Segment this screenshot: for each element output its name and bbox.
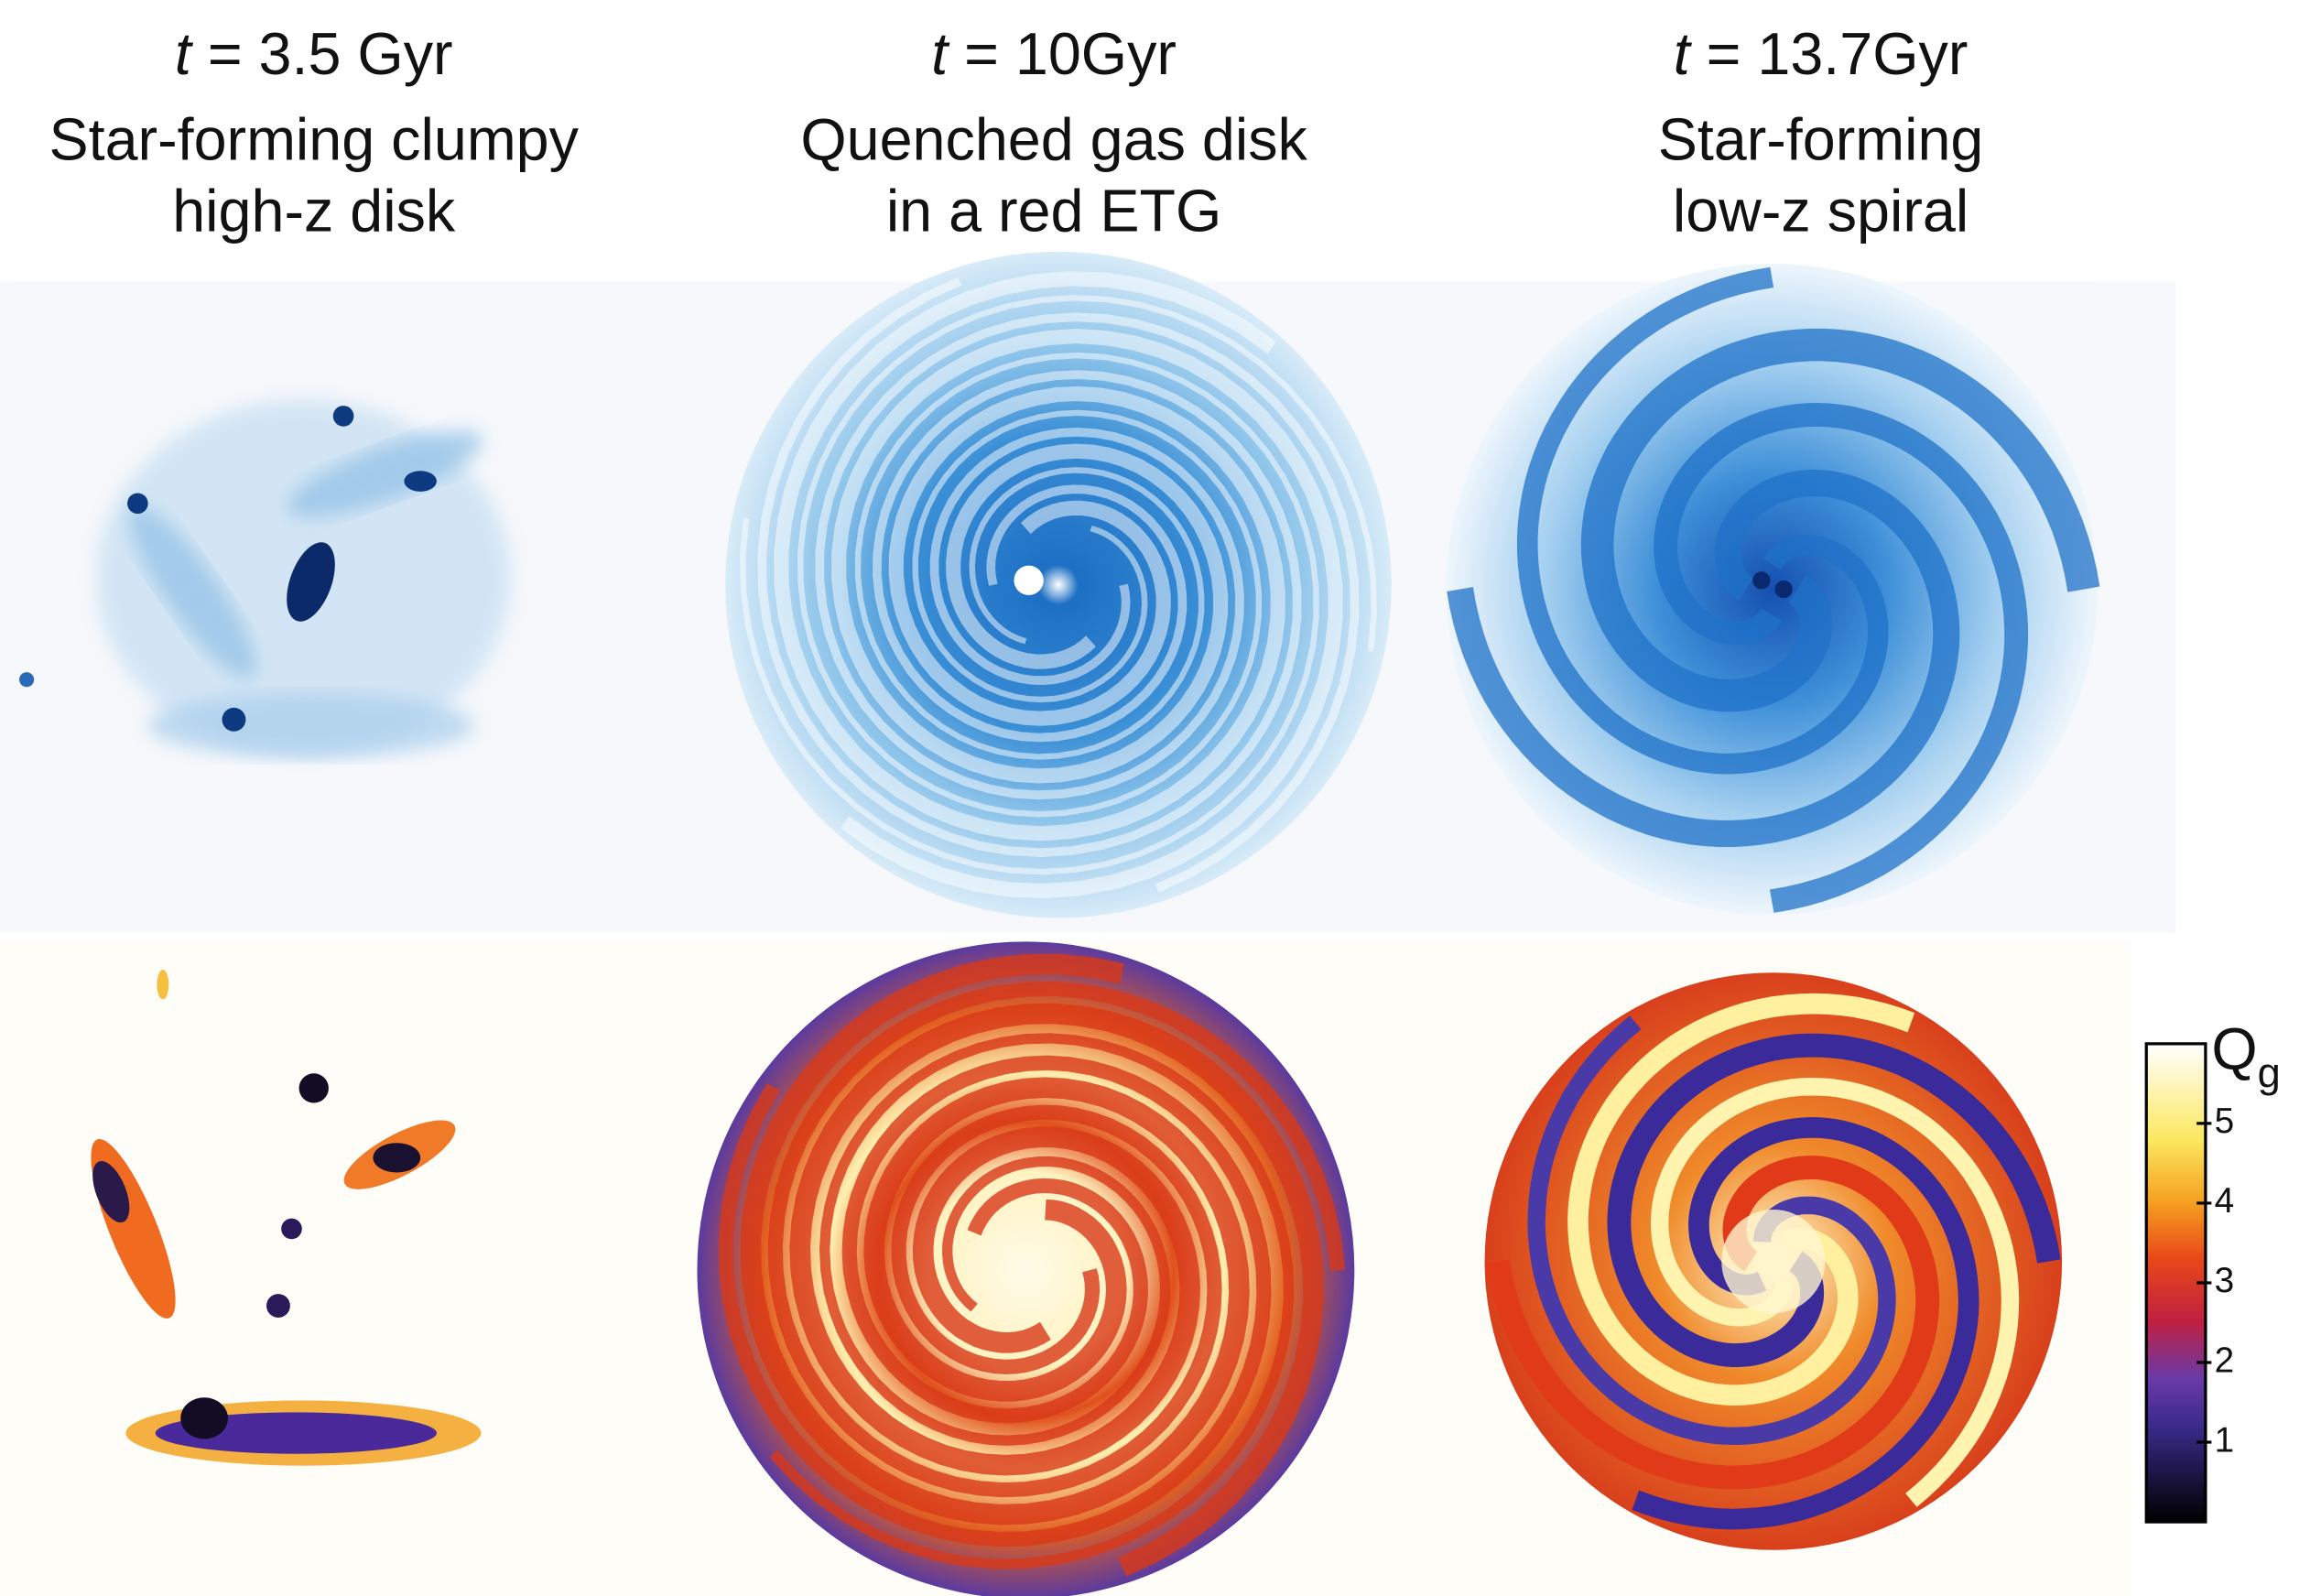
spiral-arm [740,953,1250,1525]
spiral-arm [1486,1156,1940,1490]
time-symbol: t [175,20,194,87]
time-symbol: t [931,20,950,87]
spiral-arm [797,294,1377,818]
colorbar-label: Qg [2211,1015,2280,1095]
spiral-q [1484,972,2063,1550]
colorbar-tick-label: 1 [2215,1420,2235,1460]
time-symbol: t [1674,20,1693,87]
spiral-arm [1654,402,2029,913]
colorbar-tick-label: 3 [2215,1261,2235,1300]
spiral-arm [767,981,1346,1498]
quenched-disk-q [697,941,1355,1596]
spiral-density [1446,263,2100,916]
spiral-arm [740,352,1319,875]
colorbar-tick-label: 5 [2215,1102,2235,1141]
colorbar-tick-label: 4 [2215,1181,2235,1221]
colorbar: Qg 1 2 3 4 5 [2144,1015,2281,1524]
panel-time: t = 10Gyr [931,20,1177,87]
panel-description: low-z spiral [1673,177,1969,244]
panel-time: t = 13.7Gyr [1674,20,1969,87]
spiral-arm [757,277,1302,858]
colorbar-scale [2144,1042,2207,1524]
panel-description: in a red ETG [886,177,1222,244]
clumpy-disk-q [91,970,482,1466]
panel-description: high-z disk [172,177,456,244]
title-band [15,15,2095,282]
quenched-disk-density [725,251,1392,918]
spiral-arm [1516,266,1889,775]
spiral-arm [1527,1015,1896,1446]
spiral-arm [1567,993,1915,1406]
panel-description: Star-forming clumpy [49,106,580,173]
spiral-arm [1650,1078,2020,1507]
panel-description: Quenched gas disk [800,106,1307,173]
time-value: = 13.7Gyr [1690,20,1969,87]
spiral-arm [789,1003,1324,1577]
spiral-arm [831,328,1343,899]
spiral-arm [769,1033,1295,1569]
spiral-arm [1632,1117,1979,1530]
spiral-arm [1447,469,1960,848]
spiral-arm [1607,1033,2061,1367]
time-value: = 3.5 Gyr [191,20,453,87]
spiral-arm [815,312,1360,893]
panel-description: Star-forming [1658,106,1984,173]
spiral-arm [718,1055,1272,1547]
clumpy-disk-density [19,399,511,758]
spiral-arm [1580,328,2100,712]
colorbar-tick-label: 2 [2215,1341,2235,1380]
panel-time: t = 3.5 Gyr [175,20,453,87]
spiral-arm [774,271,1285,841]
time-value: = 10Gyr [948,20,1177,87]
